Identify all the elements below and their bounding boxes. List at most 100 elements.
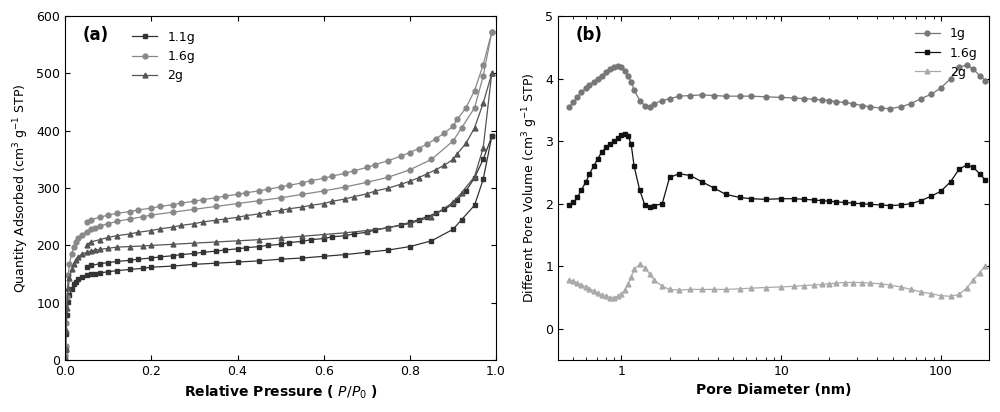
1g xyxy=(798,96,810,101)
1.1g xyxy=(275,257,287,262)
1.1g xyxy=(111,268,123,273)
1.1g xyxy=(339,252,351,257)
1.6g xyxy=(339,185,351,190)
1.1g xyxy=(318,254,330,259)
2g xyxy=(72,255,84,260)
2g xyxy=(830,281,842,286)
2g xyxy=(425,214,437,219)
2g xyxy=(816,282,828,287)
2g xyxy=(469,174,481,179)
2g xyxy=(62,286,74,291)
1.6g xyxy=(167,210,179,215)
2g xyxy=(145,243,157,248)
1.1g xyxy=(68,282,80,287)
1.6g xyxy=(210,204,222,209)
1.6g xyxy=(567,200,579,205)
1.6g xyxy=(447,138,459,143)
1g xyxy=(760,94,772,99)
2g xyxy=(253,237,265,242)
1.1g xyxy=(81,273,93,278)
2g xyxy=(361,228,373,233)
1g xyxy=(961,63,973,68)
1.6g xyxy=(59,353,71,358)
1.6g xyxy=(85,227,97,232)
1.1g xyxy=(60,332,72,337)
2g xyxy=(94,247,106,252)
2g xyxy=(404,221,416,226)
1.6g xyxy=(253,198,265,203)
X-axis label: Pore Diameter (nm): Pore Diameter (nm) xyxy=(696,384,851,398)
2g xyxy=(275,236,287,241)
1.1g xyxy=(477,177,489,182)
1.6g xyxy=(619,131,631,136)
2g xyxy=(339,230,351,235)
1.6g xyxy=(188,207,200,212)
1g xyxy=(644,104,656,109)
1g xyxy=(563,104,575,109)
Line: 1.6g: 1.6g xyxy=(63,30,494,358)
1.1g xyxy=(296,255,308,260)
1.6g xyxy=(318,188,330,193)
1.1g xyxy=(62,299,74,304)
1.6g xyxy=(145,213,157,218)
Y-axis label: Different Pore Volume (cm$^3$ g$^{-1}$ STP): Different Pore Volume (cm$^3$ g$^{-1}$ S… xyxy=(520,73,540,304)
1.6g xyxy=(382,175,394,180)
Line: 2g: 2g xyxy=(567,262,988,300)
1.1g xyxy=(456,217,468,222)
2g xyxy=(563,278,575,283)
2g xyxy=(318,232,330,237)
1.6g xyxy=(76,232,88,237)
2g xyxy=(59,354,71,359)
2g xyxy=(167,242,179,247)
1g xyxy=(979,78,991,83)
Legend: 1.1g, 1.6g, 2g: 1.1g, 1.6g, 2g xyxy=(127,26,200,87)
2g xyxy=(884,283,896,288)
1.6g xyxy=(563,203,575,208)
1.6g xyxy=(275,195,287,200)
1.1g xyxy=(124,267,136,272)
1.1g xyxy=(425,239,437,243)
2g xyxy=(296,234,308,239)
1.1g xyxy=(361,250,373,255)
2g xyxy=(788,284,800,289)
Text: (b): (b) xyxy=(575,26,602,44)
2g xyxy=(68,261,80,266)
1.6g xyxy=(70,239,82,244)
Line: 2g: 2g xyxy=(63,71,494,359)
2g xyxy=(634,262,646,267)
1.6g xyxy=(477,74,489,79)
1.6g xyxy=(361,180,373,185)
2g xyxy=(81,250,93,255)
Legend: 1g, 1.6g, 2g: 1g, 1.6g, 2g xyxy=(910,22,983,84)
1.6g xyxy=(111,219,123,224)
1.6g xyxy=(60,343,72,348)
2g xyxy=(979,263,991,268)
1.1g xyxy=(447,227,459,232)
1.1g xyxy=(469,203,481,208)
Line: 1.1g: 1.1g xyxy=(63,134,494,360)
1.6g xyxy=(456,125,468,130)
2g xyxy=(604,295,616,300)
Y-axis label: Quantity Adsorbed (cm$^3$ g$^{-1}$ STP): Quantity Adsorbed (cm$^3$ g$^{-1}$ STP) xyxy=(11,83,31,293)
2g xyxy=(60,328,72,333)
2g xyxy=(137,243,149,248)
2g xyxy=(66,267,78,272)
1.1g xyxy=(72,277,84,282)
2g xyxy=(102,246,114,251)
1.6g xyxy=(830,199,842,204)
1g xyxy=(884,106,896,111)
2g xyxy=(232,239,244,243)
2g xyxy=(567,279,579,284)
1.6g xyxy=(81,229,93,234)
1.6g xyxy=(296,192,308,197)
2g xyxy=(382,225,394,230)
2g xyxy=(124,244,136,249)
2g xyxy=(188,241,200,246)
2g xyxy=(111,245,123,250)
1.1g xyxy=(59,355,71,360)
2g xyxy=(85,249,97,254)
1g xyxy=(864,104,876,109)
1.6g xyxy=(68,244,80,249)
2g xyxy=(210,239,222,244)
1.1g xyxy=(232,260,244,265)
